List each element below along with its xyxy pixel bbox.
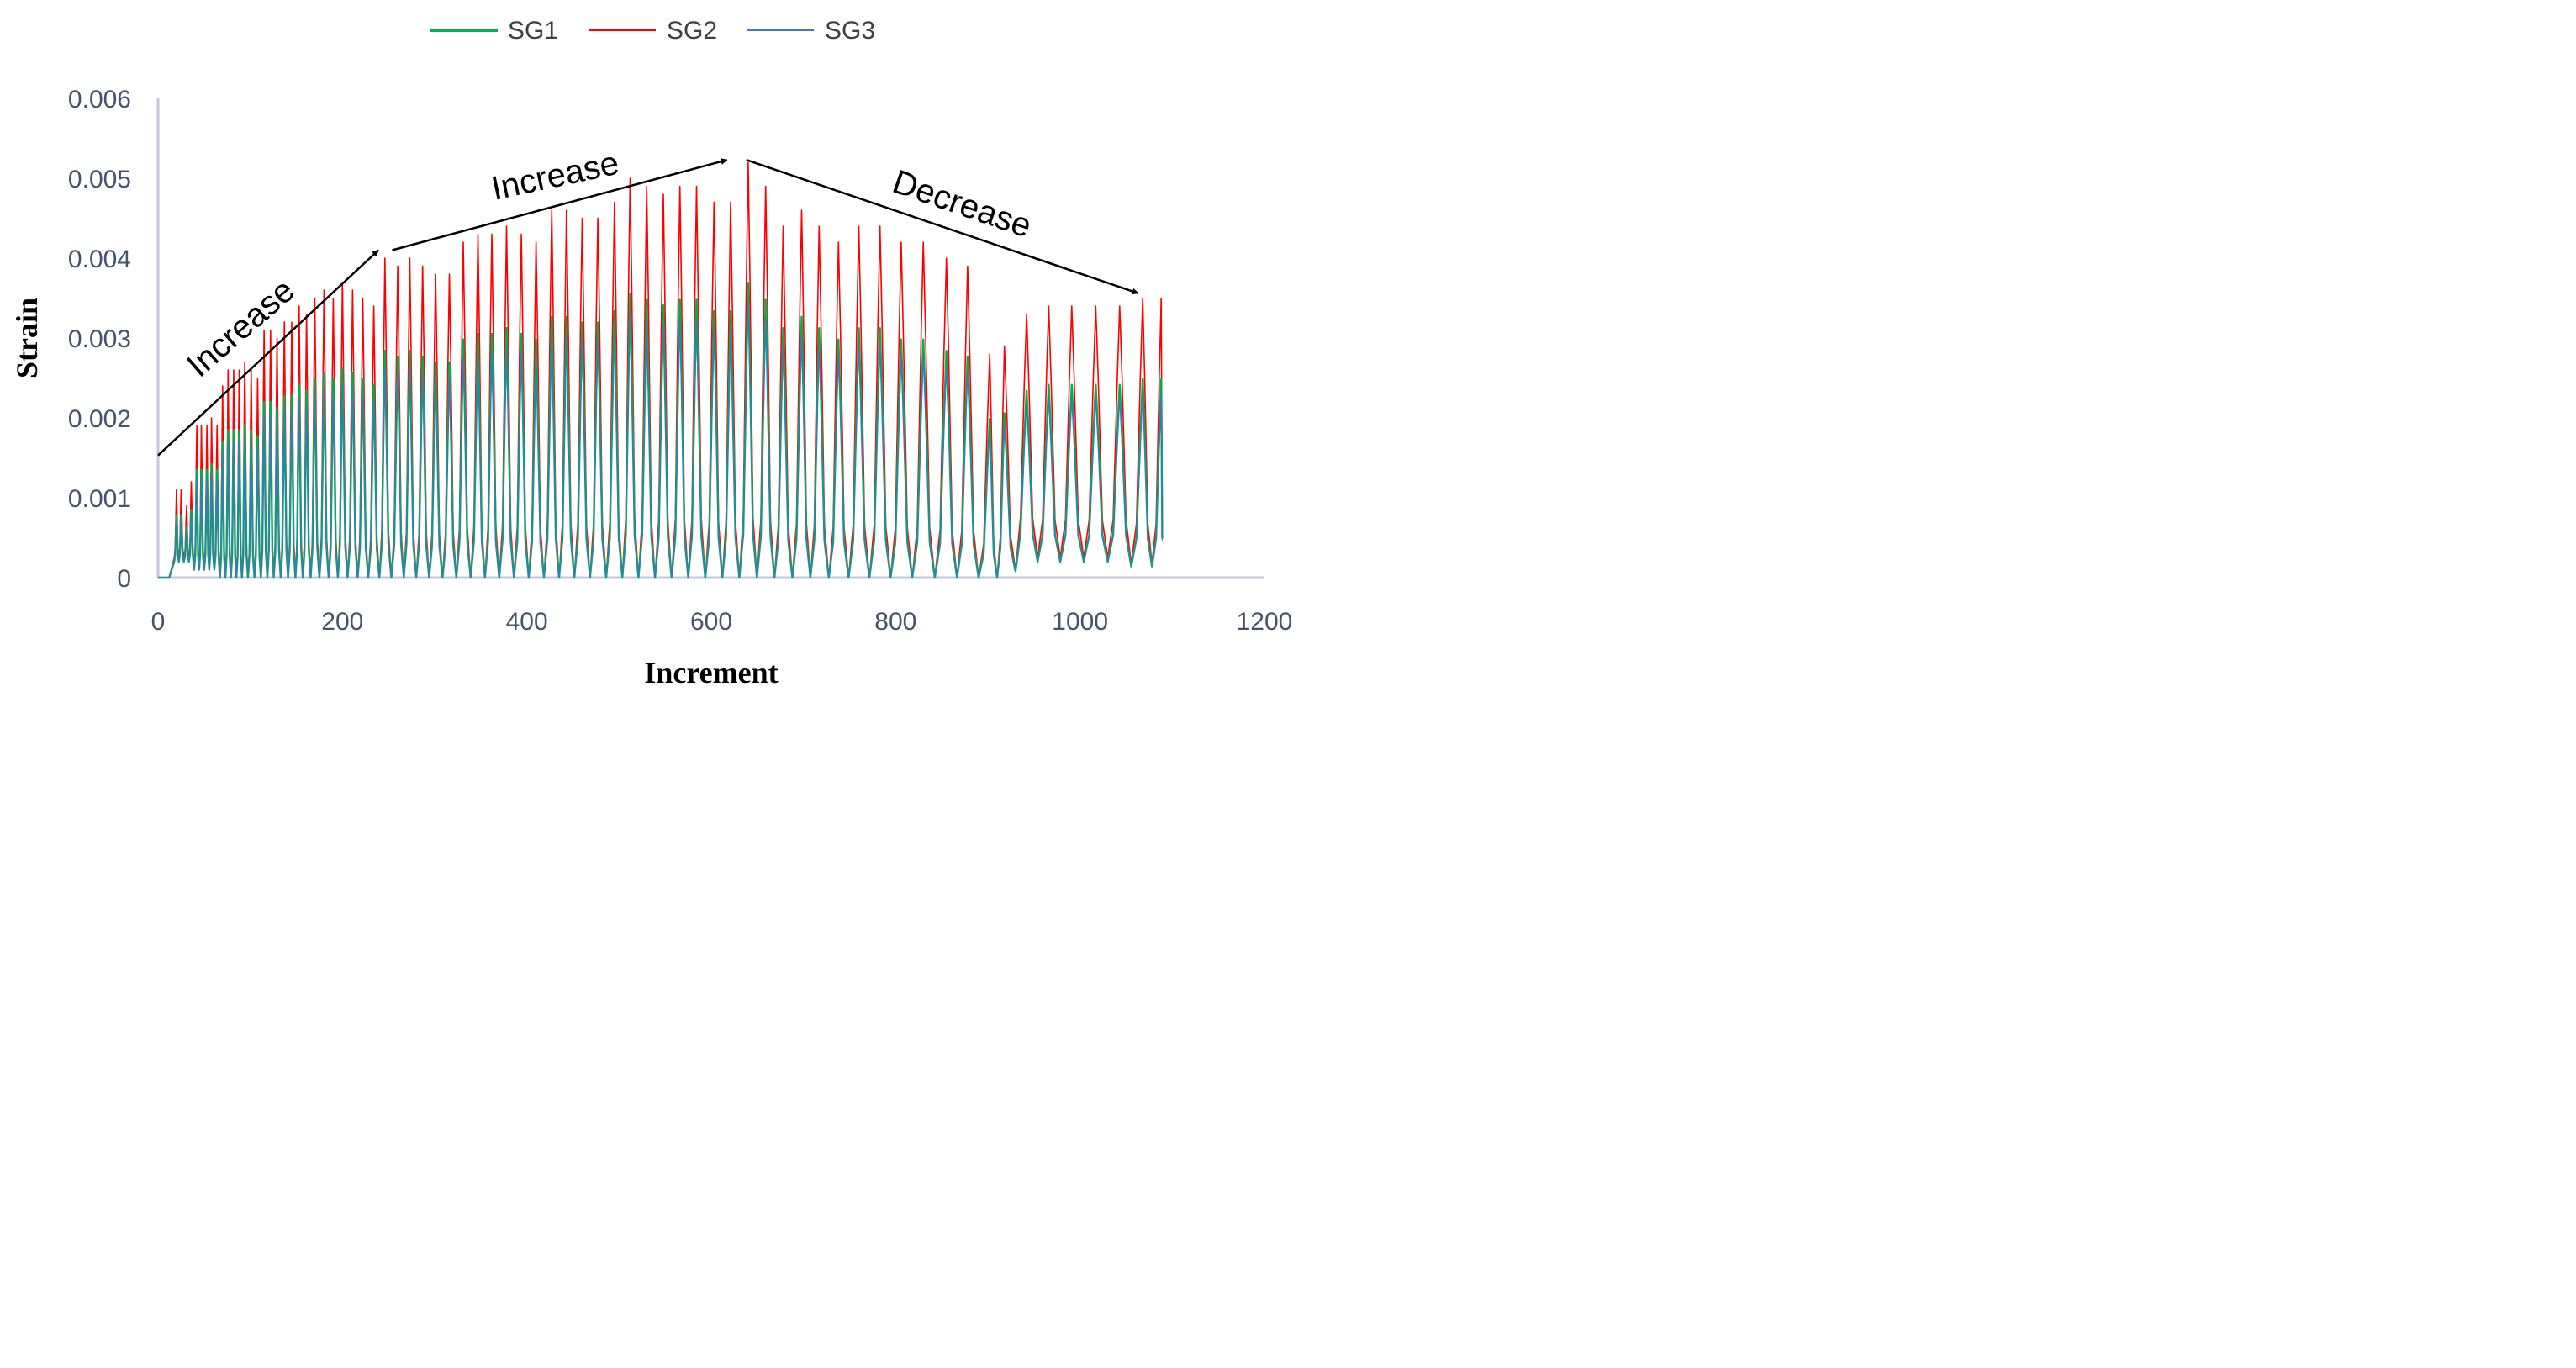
- y-tick-labels: 0 0.001 0.002 0.003 0.004 0.005 0.006: [68, 86, 131, 593]
- x-tick-label: 200: [321, 608, 363, 636]
- strain-chart: SG1 SG2 SG3 0 0.001 0.002 0.003 0.004 0.005 0.…: [10, 17, 1293, 689]
- y-tick-label: 0.002: [68, 405, 131, 433]
- y-tick-label: 0.006: [68, 86, 131, 114]
- x-tick-label: 400: [506, 608, 548, 636]
- legend-label-sg3: SG3: [825, 17, 875, 45]
- legend-label-sg1: SG1: [508, 17, 558, 45]
- y-tick-label: 0.003: [68, 325, 131, 353]
- x-tick-label: 0: [151, 608, 166, 636]
- x-tick-label: 600: [690, 608, 732, 636]
- x-tick-label: 800: [874, 608, 916, 636]
- x-tick-label: 1200: [1237, 608, 1293, 636]
- x-tick-label: 1000: [1052, 608, 1108, 636]
- legend-item-sg3[interactable]: SG3: [747, 17, 875, 45]
- legend-label-sg2: SG2: [667, 17, 717, 45]
- y-tick-label: 0: [117, 565, 131, 593]
- decrease-arrow: [746, 158, 1139, 295]
- series-layer: [158, 161, 1164, 579]
- legend-item-sg1[interactable]: SG1: [430, 17, 558, 45]
- series-line-sg3: [158, 303, 1164, 578]
- legend-item-sg2[interactable]: SG2: [589, 17, 717, 45]
- y-tick-label: 0.001: [68, 485, 131, 513]
- y-tick-label: 0.004: [68, 246, 131, 273]
- y-tick-label: 0.005: [68, 166, 131, 193]
- x-tick-labels: 0 200 400 600 800 1000 1200: [151, 608, 1293, 636]
- legend: SG1 SG2 SG3: [430, 17, 875, 45]
- x-axis-title: Increment: [644, 656, 778, 689]
- increase-arrow-1: [157, 249, 379, 457]
- increase-arrow-2: [392, 158, 728, 251]
- annotation-label-increase-2: Increase: [488, 145, 622, 208]
- y-axis-title: Strain: [10, 298, 44, 378]
